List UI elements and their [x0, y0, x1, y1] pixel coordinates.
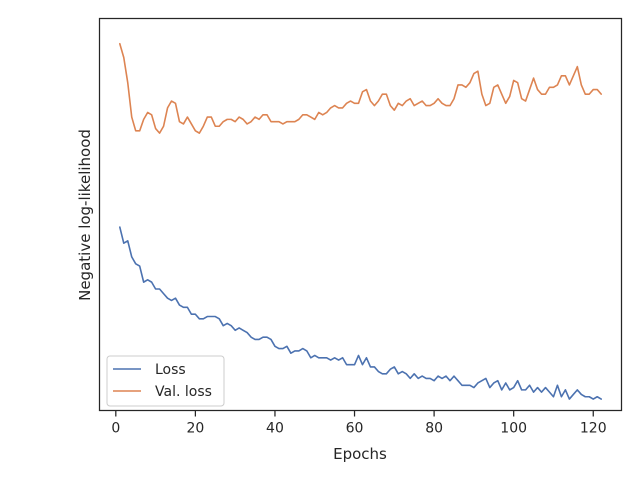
- x-tick-label-120: 120: [580, 421, 607, 437]
- x-tick-label-60: 60: [346, 421, 364, 437]
- x-tick-label-80: 80: [425, 421, 443, 437]
- val-loss-line: [118, 42, 603, 134]
- x-tick-label-20: 20: [186, 421, 204, 437]
- axes-frame: [98, 17, 623, 412]
- x-axis: 0 20 40 60 80 100 120: [111, 410, 607, 437]
- y-axis-label: Negative log-likelihood: [76, 129, 94, 301]
- legend-label-val-loss: Val. loss: [155, 384, 212, 400]
- x-tick-label-0: 0: [111, 421, 120, 437]
- legend-label-loss: Loss: [155, 362, 186, 378]
- series-layer: [118, 42, 603, 400]
- x-axis-label: Epochs: [333, 445, 387, 463]
- loss-line: [118, 226, 603, 400]
- x-tick-label-40: 40: [266, 421, 284, 437]
- legend: Loss Val. loss: [106, 355, 225, 407]
- x-tick-label-100: 100: [500, 421, 527, 437]
